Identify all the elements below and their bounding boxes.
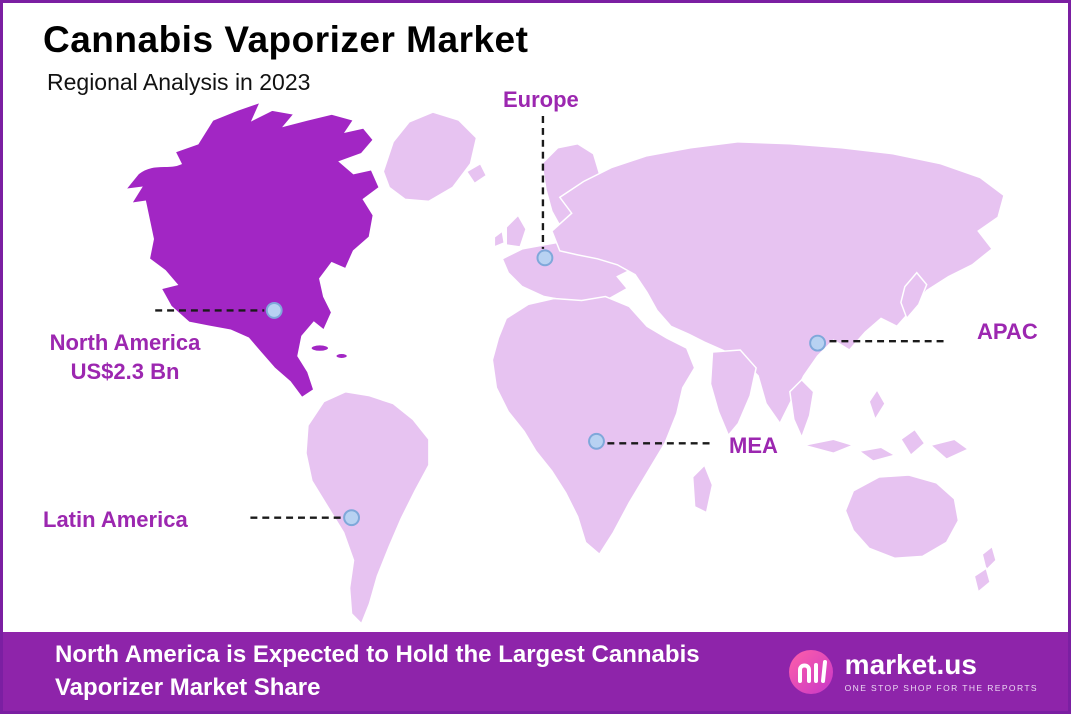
world-map <box>123 100 1005 626</box>
region-label-latin-america: Latin America <box>43 507 188 532</box>
north-america-shape <box>123 100 381 399</box>
philippines-shape <box>868 388 886 422</box>
continent-highlight <box>123 100 381 399</box>
indonesia-shape-3 <box>899 428 926 457</box>
australia-shape <box>844 474 960 560</box>
region-label-europe: Europe <box>503 87 579 112</box>
uk-shape <box>505 213 527 248</box>
indonesia-shape-2 <box>857 446 897 462</box>
marker-latin-america <box>343 509 360 527</box>
africa-shape <box>491 295 696 556</box>
region-label-north-america: North America US$2.3 Bn <box>13 329 237 386</box>
banner-line-2: Vaporizer Market Share <box>55 673 321 701</box>
region-label-apac: APAC <box>977 319 1038 344</box>
market-us-logo: market.us ONE STOP SHOP FOR THE REPORTS <box>788 649 1038 695</box>
ireland-shape <box>493 229 506 249</box>
india-shape <box>709 349 757 437</box>
region-label-mea: MEA <box>729 433 778 458</box>
marker-mea <box>588 432 605 450</box>
banner-line-1: North America is Expected to Hold the La… <box>55 641 700 669</box>
market-us-logo-icon <box>788 649 833 694</box>
logo-tagline: ONE STOP SHOP FOR THE REPORTS <box>844 682 1038 693</box>
markers <box>265 249 827 527</box>
new-zealand-shape-1 <box>981 545 997 572</box>
indonesia-shape-1 <box>803 438 856 454</box>
new-zealand-shape-2 <box>973 567 991 594</box>
banner-text: North America is Expected to Hold the La… <box>55 639 700 704</box>
region-label-north-america-name: North America <box>49 330 201 355</box>
caribbean-island-1 <box>310 343 330 353</box>
marker-apac <box>809 334 827 352</box>
region-label-north-america-value: US$2.3 Bn <box>70 358 180 384</box>
logo-name: market.us <box>844 649 977 681</box>
page-subtitle: Regional Analysis in 2023 <box>47 69 311 95</box>
greenland-shape <box>382 111 478 203</box>
marker-north-america <box>265 301 283 319</box>
caribbean-island-2 <box>334 352 349 360</box>
se-asia-shape <box>789 378 815 440</box>
continents-light <box>305 111 1005 626</box>
leader-lines <box>155 116 945 519</box>
page-title: Cannabis Vaporizer Market <box>43 19 529 60</box>
madagascar-shape <box>691 463 714 514</box>
asia-shape <box>550 141 1005 425</box>
iceland-shape <box>465 162 488 185</box>
marker-europe <box>536 249 554 267</box>
south-america-shape <box>305 390 430 626</box>
bottom-banner: North America is Expected to Hold the La… <box>3 632 1068 711</box>
logo-texts: market.us ONE STOP SHOP FOR THE REPORTS <box>844 649 1038 693</box>
japan-shape <box>900 271 928 320</box>
new-guinea-shape <box>929 438 970 461</box>
